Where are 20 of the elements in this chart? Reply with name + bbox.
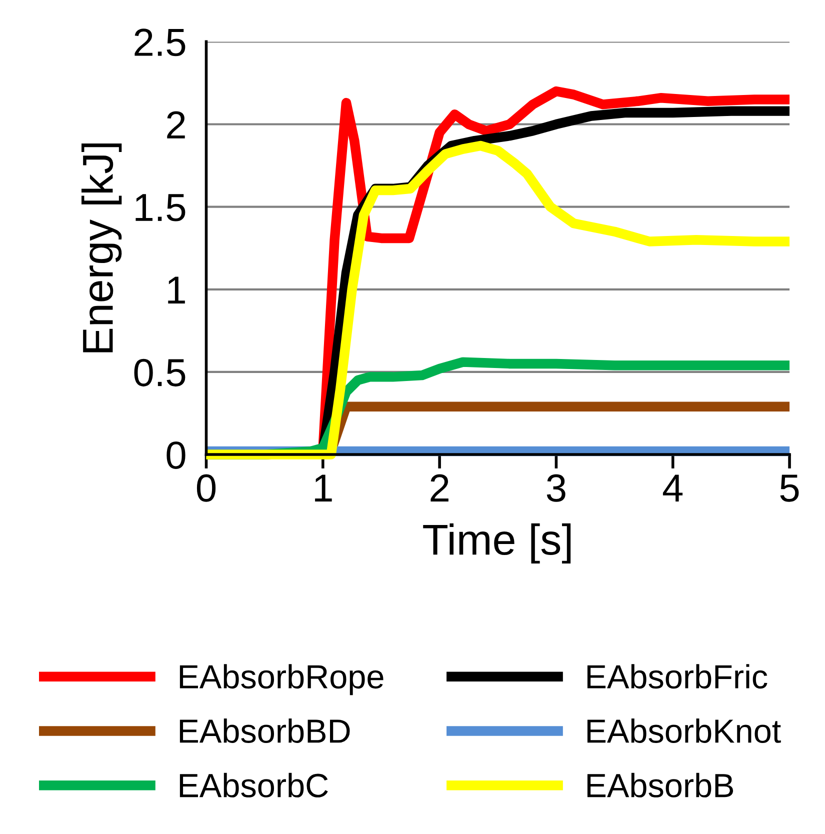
- legend-label: EAbsorbRope: [180, 664, 384, 696]
- y-tick-label: 1: [168, 276, 185, 304]
- x-tick-label: 5: [780, 474, 799, 502]
- x-tick-label: 1: [315, 474, 332, 502]
- legend-label: EAbsorbKnot: [587, 718, 781, 744]
- y-tick-label: 0: [166, 441, 186, 470]
- y-tick-label: 2: [167, 111, 185, 138]
- y-tick-label: 2.5: [134, 28, 186, 56]
- legend-label: EAbsorbFric: [587, 664, 768, 689]
- legend-label: EAbsorbB: [587, 772, 734, 798]
- legend-label: EAbsorbBD: [180, 718, 350, 744]
- y-tick-label: 1.5: [136, 194, 186, 222]
- x-tick-label: 4: [662, 474, 683, 502]
- x-tick-label: 2: [430, 474, 448, 502]
- x-tick-label: 3: [546, 474, 566, 502]
- x-axis-title: Time [s]: [423, 523, 571, 564]
- x-tick-label: 0: [196, 474, 216, 502]
- y-tick-label: 0.5: [134, 358, 186, 386]
- y-axis-title: Energy [kJ]: [82, 144, 122, 352]
- legend-label: EAbsorbC: [180, 772, 328, 798]
